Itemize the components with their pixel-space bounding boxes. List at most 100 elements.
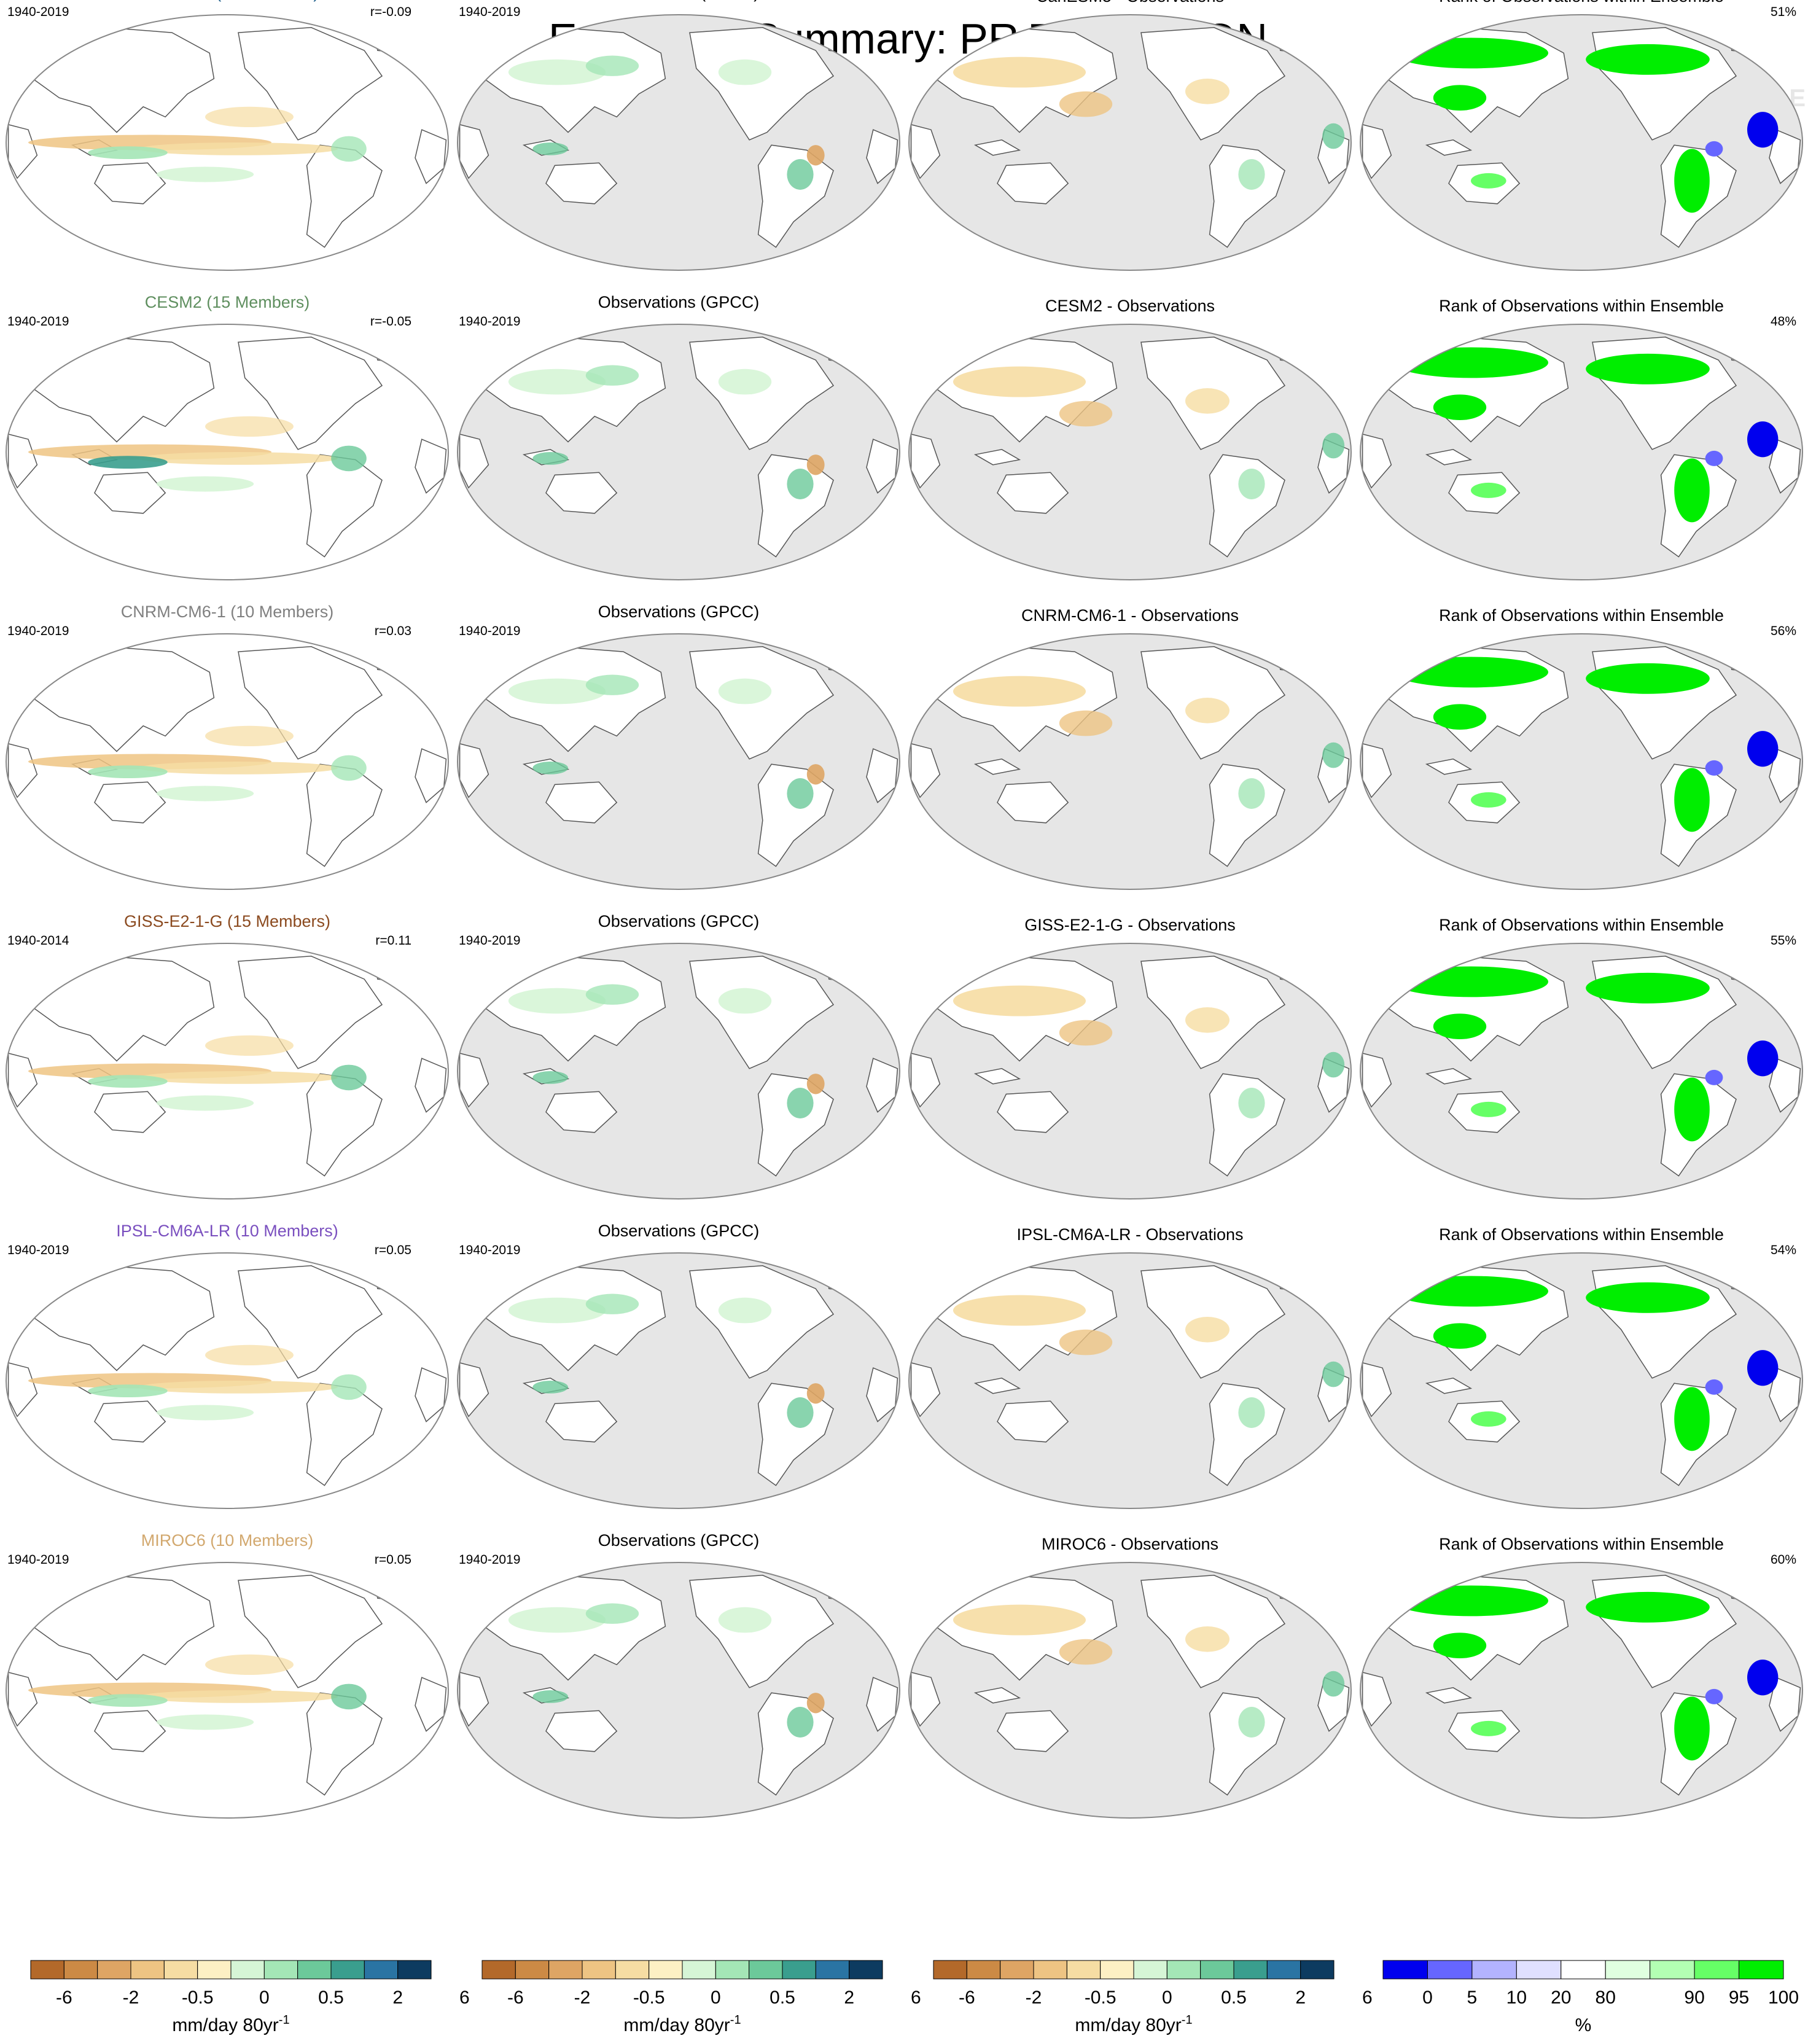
- colorbar-tick-label: 20: [1551, 1987, 1571, 2008]
- continent-outline: [689, 337, 835, 450]
- colorbar-swatch: [548, 1960, 583, 1980]
- map-border: [6, 1562, 449, 1819]
- map-panel-ipsl-cm6a-lr-diff: [908, 1252, 1352, 1509]
- continent-outline: [545, 1710, 618, 1752]
- map-border: [1360, 633, 1803, 890]
- colorbar-tick-label: 6: [459, 1987, 470, 2008]
- colorbar-units-label: %: [1575, 2015, 1592, 2035]
- rank-high: [1433, 704, 1487, 730]
- trend-blob-dry: [806, 764, 825, 785]
- trend-blob-wet: [718, 1297, 772, 1324]
- trend-blob-wet: [718, 678, 772, 704]
- obs-title: Observations (GPCC): [598, 0, 760, 2]
- map-panel-canesm5-ensemble: [6, 14, 449, 271]
- pattern-correlation: r=-0.09: [370, 5, 411, 19]
- continent-outline: [1362, 1362, 1392, 1418]
- colorbar-tick-label: 95: [1729, 1987, 1749, 2008]
- colorbar-tick-label: 100: [1768, 1987, 1799, 2008]
- trend-blob-wet: [1322, 123, 1345, 149]
- colorbar-3: -6 -2 -0.5 0 0.5 2 6 mm/day 80yr-1: [933, 1960, 1373, 2035]
- continent-outline: [238, 956, 383, 1069]
- rank-high: [1674, 149, 1710, 213]
- colorbar-swatch: [1382, 1960, 1428, 1980]
- trend-blob-dry: [1059, 1329, 1113, 1356]
- rank-high: [1433, 1323, 1487, 1349]
- colorbar-tick-label: -0.5: [182, 1987, 214, 2008]
- obs-title: Observations (GPCC): [598, 912, 760, 930]
- map-panel-miroc6-diff: [908, 1562, 1352, 1819]
- colorbar-swatch: [1561, 1960, 1606, 1980]
- continent-outline: [866, 748, 898, 803]
- map-border: [6, 943, 449, 1199]
- obs-period-label: 1940-2019: [459, 5, 520, 19]
- trend-blob-wet: [1238, 469, 1265, 499]
- rank-low: [1747, 1660, 1779, 1696]
- trend-blob-dry: [205, 106, 294, 128]
- colorbar-tick-label: 80: [1596, 1987, 1616, 2008]
- colorbar-tick-label: 0.5: [1221, 1987, 1247, 2008]
- continent-outline: [997, 1710, 1069, 1752]
- colorbar-units-label: mm/day 80yr-1: [1075, 2013, 1192, 2035]
- trend-blob-wet: [585, 365, 639, 386]
- map-border: [1360, 1252, 1803, 1509]
- colorbar-tick-label: 0.5: [318, 1987, 344, 2008]
- continent-outline: [459, 433, 489, 489]
- colorbar-swatch: [515, 1960, 550, 1980]
- continent-outline: [415, 1058, 447, 1113]
- continent-outline: [1362, 1671, 1392, 1727]
- rank-title: Rank of Observations within Ensemble: [1439, 297, 1724, 315]
- map-panel-cesm2-diff: [908, 324, 1352, 580]
- map-panel-cesm2-obs: [457, 324, 900, 580]
- trend-blob-wet: [532, 1071, 568, 1084]
- rank-low: [1747, 112, 1779, 148]
- rank-high: [1433, 394, 1487, 420]
- colorbar-swatch: [197, 1960, 232, 1980]
- map-border: [457, 14, 900, 271]
- trend-blob-dry: [205, 416, 294, 437]
- map-panel-giss-e2-1-g-obs: [457, 943, 900, 1199]
- colorbar-swatch: [1694, 1960, 1740, 1980]
- continent-outline: [545, 472, 618, 514]
- continent-outline: [459, 743, 489, 798]
- rank-low: [1747, 1350, 1779, 1386]
- colorbar-tick-label: 5: [1467, 1987, 1478, 2008]
- continent-outline: [545, 1400, 618, 1443]
- colorbar-swatch: [1200, 1960, 1234, 1980]
- continent-outline: [94, 1091, 166, 1133]
- rank-high: [1471, 1101, 1506, 1117]
- colorbar-swatch: [1100, 1960, 1134, 1980]
- map-border: [6, 14, 449, 271]
- rank-high: [1471, 482, 1506, 498]
- continent-outline: [910, 1362, 941, 1418]
- map-border: [1360, 14, 1803, 271]
- continent-outline: [306, 1383, 383, 1486]
- continent-outline: [866, 1058, 898, 1113]
- continent-outline: [415, 129, 447, 184]
- rank-high: [1674, 1077, 1710, 1142]
- continent-outline: [1209, 1692, 1285, 1796]
- trend-band-wet: [88, 1384, 168, 1398]
- trend-blob-wet: [1322, 1051, 1345, 1078]
- colorbar-swatch: [1300, 1960, 1335, 1980]
- period-label: 1940-2019: [7, 1243, 69, 1257]
- rank-high: [1433, 1632, 1487, 1658]
- continent-outline: [1362, 123, 1392, 179]
- continent-outline: [689, 956, 835, 1069]
- trend-blob-dry: [806, 1074, 825, 1094]
- diff-title: CanESM5 - Observations: [1036, 0, 1224, 6]
- continent-outline: [910, 433, 941, 489]
- trend-blob-wet: [156, 1095, 254, 1111]
- trend-blob-wet: [508, 1607, 606, 1633]
- map-border: [457, 1252, 900, 1509]
- continent-outline: [7, 123, 38, 179]
- trend-blob-wet: [532, 142, 568, 155]
- colorbar-swatch: [1033, 1960, 1067, 1980]
- colorbar-swatch: [849, 1960, 883, 1980]
- colorbar-swatch: [230, 1960, 265, 1980]
- trend-blob-wet: [156, 166, 254, 182]
- continent-outline: [973, 139, 1021, 156]
- trend-blob-dry: [1185, 1317, 1230, 1343]
- rank-high: [1674, 1387, 1710, 1451]
- map-panel-canesm5-rank: [1360, 14, 1803, 271]
- map-border: [1360, 943, 1803, 1199]
